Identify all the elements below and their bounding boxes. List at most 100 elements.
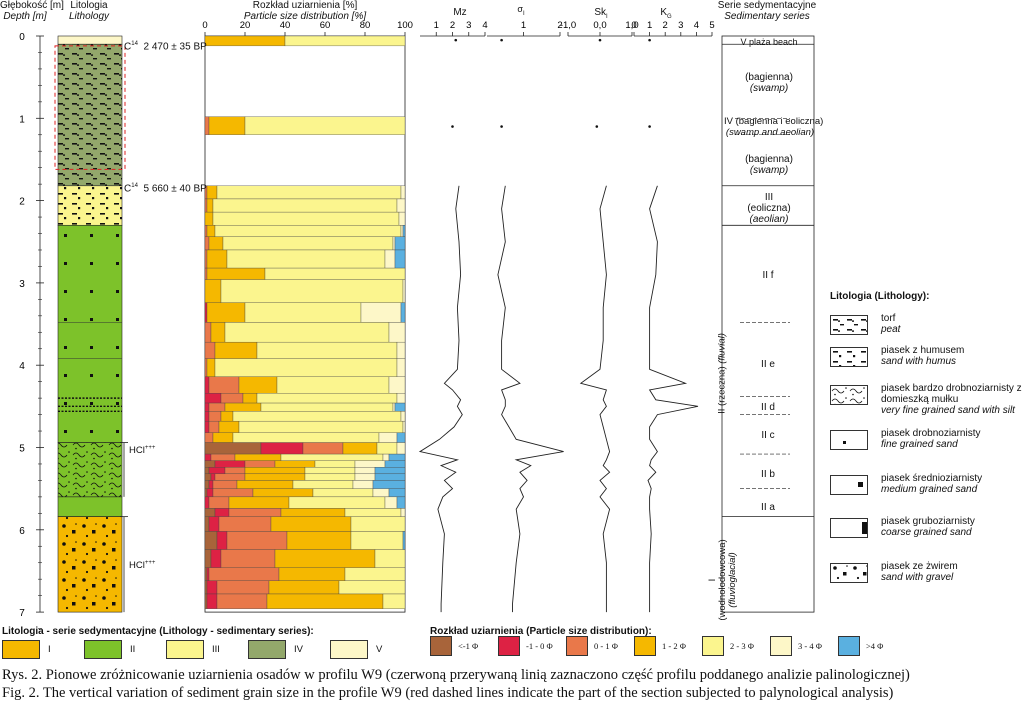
psd-bar-segment xyxy=(350,516,406,532)
sigma-tick-label: 2 xyxy=(557,20,562,31)
psd-legend-label: <-1 Φ xyxy=(458,641,479,651)
psd-bar-segment xyxy=(396,393,406,404)
psd-bar-segment xyxy=(374,467,406,475)
psd-bar-segment xyxy=(344,508,402,517)
psd-bar-segment xyxy=(396,496,406,509)
psd-bar-segment xyxy=(396,442,406,455)
psd-legend-swatch xyxy=(566,636,588,656)
litho-peat-pattern xyxy=(58,44,122,186)
psd-bar-segment xyxy=(206,267,266,280)
psd-bar-segment xyxy=(388,376,406,394)
lithology-legend-label: piasek bardzo drobnoziarnisty z domieszk… xyxy=(881,383,1022,405)
psd-bar-segment xyxy=(204,211,214,226)
lithology-legend-item: piasek drobnoziarnisty fine grained sand xyxy=(881,428,1023,450)
psd-bar-segment xyxy=(276,376,390,394)
kg-tick-label: 5 xyxy=(709,20,714,31)
lithology-legend-pattern-gravel xyxy=(831,564,867,582)
lithology-legend-label-en: fine grained sand xyxy=(881,439,958,450)
psd-bar-segment xyxy=(216,580,270,595)
psd-legend-swatch xyxy=(702,636,724,656)
psd-legend-label: 2 - 3 Φ xyxy=(730,641,754,651)
lithology-header: Litologia Lithology xyxy=(68,0,110,22)
lithology-legend-item: piasek ze żwirem sand with gravel xyxy=(881,561,1023,583)
sigma-tick-label: 1 xyxy=(521,20,526,31)
series-iif-label: II f xyxy=(762,270,774,281)
psd-bar-segment xyxy=(352,480,374,489)
litho-series-v xyxy=(57,35,123,45)
litho-sand-gravel-pattern xyxy=(58,516,122,613)
lithology-legend-pattern-fill xyxy=(831,348,867,366)
psd-bar-segment xyxy=(204,341,216,359)
psd-bar-segment xyxy=(260,402,394,412)
psd-bar-segment xyxy=(204,302,208,323)
lithology-legend-item: piasek gruboziarnisty coarse grained sand xyxy=(881,516,1023,538)
psd-bar-segment xyxy=(274,460,316,468)
psd-bar-segment xyxy=(396,358,406,377)
psd-bar-segment xyxy=(344,567,406,582)
sigma-point xyxy=(500,38,503,42)
series-frame xyxy=(721,35,815,613)
psd-bar-segment xyxy=(396,341,406,359)
lithology-legend-title: Litologia (Lithology): xyxy=(830,291,930,302)
sigma-header: σI xyxy=(517,4,525,17)
psd-bar-segment xyxy=(208,467,226,475)
psd-bar-segment xyxy=(204,432,214,443)
psd-bar-segment xyxy=(204,593,208,609)
psd-bar-segment xyxy=(204,549,212,568)
mz-curve xyxy=(418,185,463,613)
depth-header: Głębokość [m] Depth [m] xyxy=(0,0,64,22)
lithology-legend-pattern-fill xyxy=(831,386,867,404)
series-iid-label: II d xyxy=(761,402,775,413)
series-legend-swatch xyxy=(2,640,40,659)
psd-bar-segment xyxy=(244,116,406,135)
psd-bar-segment xyxy=(212,198,398,213)
psd-bar-segment xyxy=(204,473,212,481)
palynology-section-outline xyxy=(54,45,126,170)
psd-bar-segment xyxy=(284,35,406,47)
psd-bar-segment xyxy=(206,302,246,323)
psd-bar-segment xyxy=(204,279,222,303)
lithology-legend-pattern-coarse xyxy=(862,522,867,534)
psd-bar-segment xyxy=(360,302,402,323)
psd-bar-segment xyxy=(204,35,286,47)
series-legend-label: I xyxy=(48,644,51,655)
psd-bar-segment xyxy=(220,393,244,404)
series-ii-label: II (rzeczna) (fluvial) xyxy=(716,333,728,414)
lithology-legend-swatch-fine xyxy=(830,430,868,450)
kg-point xyxy=(648,125,651,128)
psd-bar-segment xyxy=(372,488,390,498)
psd-bar-segment xyxy=(224,467,246,475)
psd-bar-segment xyxy=(244,467,306,475)
psd-bar-segment xyxy=(396,198,406,213)
psd-bar-segment xyxy=(372,480,406,489)
sk-point xyxy=(595,125,599,128)
psd-bar-segment xyxy=(270,516,352,532)
mz-header: Mz xyxy=(453,7,467,18)
depth-tick-label: 5 xyxy=(19,444,25,455)
psd-bar-segment xyxy=(400,302,406,323)
psd-bar-segment xyxy=(206,488,214,498)
sk-point xyxy=(598,38,602,42)
psd-bar-segment xyxy=(256,341,398,359)
psd-tick-label: 20 xyxy=(240,20,251,31)
psd-bar-segment xyxy=(208,516,220,532)
psd-bar-segment xyxy=(206,225,216,237)
psd-bar-segment xyxy=(206,580,218,595)
psd-legend-swatch xyxy=(838,636,860,656)
psd-bar-segment xyxy=(214,473,246,481)
radiocarbon-date-2: C14 5 660 ± 40 BP xyxy=(124,183,207,195)
series-iii-label: III (eoliczna) (aeolian) xyxy=(747,192,791,225)
caption-polish: Rys. 2. Pionowe zróżnicowanie uziarnieni… xyxy=(2,667,910,683)
lithology-legend-label: piasek gruboziarnisty xyxy=(881,516,975,527)
psd-bar-segment xyxy=(206,567,210,582)
psd-bar-segment xyxy=(266,593,384,609)
psd-bar-segment xyxy=(212,480,238,489)
mz-tick-label: 3 xyxy=(466,20,471,31)
psd-bar-segment xyxy=(204,531,218,550)
psd-bar-segment xyxy=(204,488,208,498)
kg-point xyxy=(648,38,651,42)
lithology-legend-swatch-silt xyxy=(830,385,868,405)
psd-tick-label: 60 xyxy=(320,20,331,31)
litho-fine-sand-lower xyxy=(57,496,123,517)
lithology-legend-label-en: sand with humus xyxy=(881,356,957,367)
